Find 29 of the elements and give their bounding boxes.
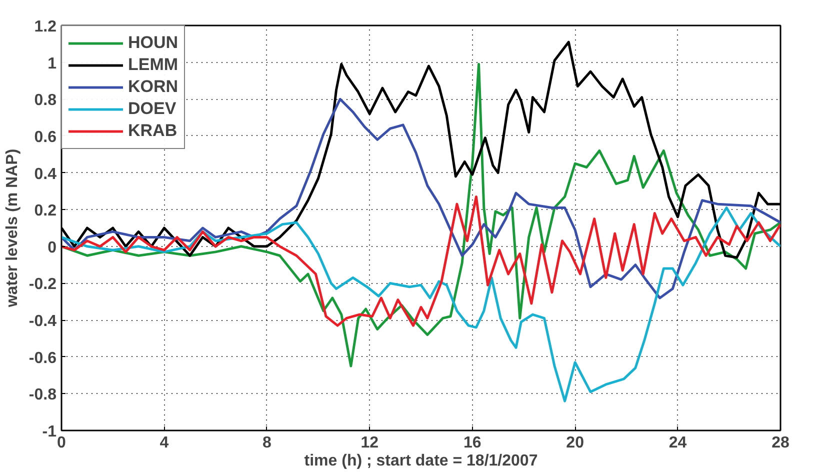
y-tick-label: 1.2 xyxy=(34,18,57,36)
y-tick-label: -0.2 xyxy=(28,276,57,294)
x-tick-label: 16 xyxy=(463,434,482,452)
x-tick-label: 24 xyxy=(668,434,687,452)
line-series xyxy=(62,98,780,300)
y-tick-label: 1 xyxy=(48,55,57,72)
y-tick-label: -1 xyxy=(42,424,57,440)
x-tick-label: 4 xyxy=(160,434,169,452)
x-axis-title: time (h) ; start date = 18/1/2007 xyxy=(304,452,538,470)
line-series xyxy=(62,206,780,402)
x-tick-label: 12 xyxy=(360,434,379,452)
line-series xyxy=(62,195,780,327)
legend-label: HOUN xyxy=(128,32,178,54)
legend-label: KORN xyxy=(128,76,178,98)
y-tick-label: 0 xyxy=(48,239,57,256)
y-tick-label: -0.6 xyxy=(28,350,57,367)
y-tick-label: 0.2 xyxy=(34,202,57,220)
legend-label: LEMM xyxy=(128,54,178,76)
x-tick-label: 8 xyxy=(262,434,272,452)
y-tick-label: -0.8 xyxy=(28,386,57,404)
y-tick-label: 0.8 xyxy=(34,92,57,110)
y-tick-label: 0.4 xyxy=(34,166,57,183)
legend-label: KRAB xyxy=(128,120,178,142)
x-tick-label: 20 xyxy=(566,434,584,452)
y-tick-label: 0.6 xyxy=(34,128,57,146)
y-axis-title: water levels (m NAP) xyxy=(4,148,21,308)
legend-label: DOEV xyxy=(128,98,176,120)
x-tick-label: 28 xyxy=(772,434,790,452)
y-tick-label: -0.4 xyxy=(28,313,57,330)
